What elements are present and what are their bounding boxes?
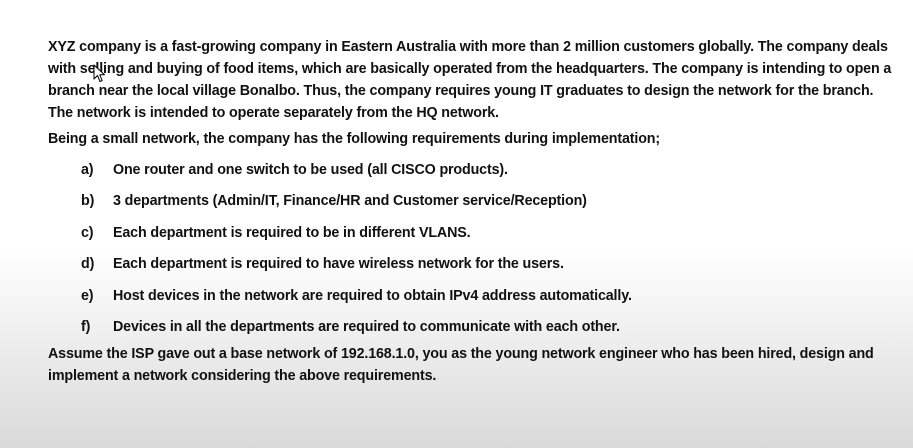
requirements-lead-in: Being a small network, the company has t… [48, 131, 660, 147]
requirement-item: c) Each department is required to be in … [48, 217, 893, 249]
requirement-letter: b) [81, 193, 95, 210]
requirement-letter: c) [81, 224, 94, 241]
closing-paragraph: Assume the ISP gave out a base network o… [48, 346, 874, 384]
requirement-text: Each department is required to be in dif… [113, 224, 471, 241]
requirement-text: Devices in all the departments are requi… [113, 319, 620, 336]
requirement-letter: e) [81, 287, 94, 304]
requirement-item: e) Host devices in the network are requi… [48, 280, 893, 312]
requirement-text: One router and one switch to be used (al… [113, 161, 508, 178]
requirement-item: b) 3 departments (Admin/IT, Finance/HR a… [48, 186, 893, 218]
requirement-letter: f) [81, 319, 91, 336]
requirement-text: Host devices in the network are required… [113, 287, 632, 304]
intro-paragraph: XYZ company is a fast-growing company in… [48, 39, 892, 121]
requirement-text: 3 departments (Admin/IT, Finance/HR and … [113, 193, 587, 210]
document-body: XYZ company is a fast-growing company in… [48, 36, 893, 387]
requirement-item: a) One router and one switch to be used … [48, 154, 893, 186]
mouse-pointer-icon [93, 64, 105, 82]
requirements-list: a) One router and one switch to be used … [48, 154, 893, 343]
requirement-item: f) Devices in all the departments are re… [48, 312, 893, 344]
requirement-item: d) Each department is required to have w… [48, 249, 893, 281]
requirement-text: Each department is required to have wire… [113, 256, 564, 273]
requirement-letter: a) [81, 161, 94, 178]
requirement-letter: d) [81, 256, 95, 273]
